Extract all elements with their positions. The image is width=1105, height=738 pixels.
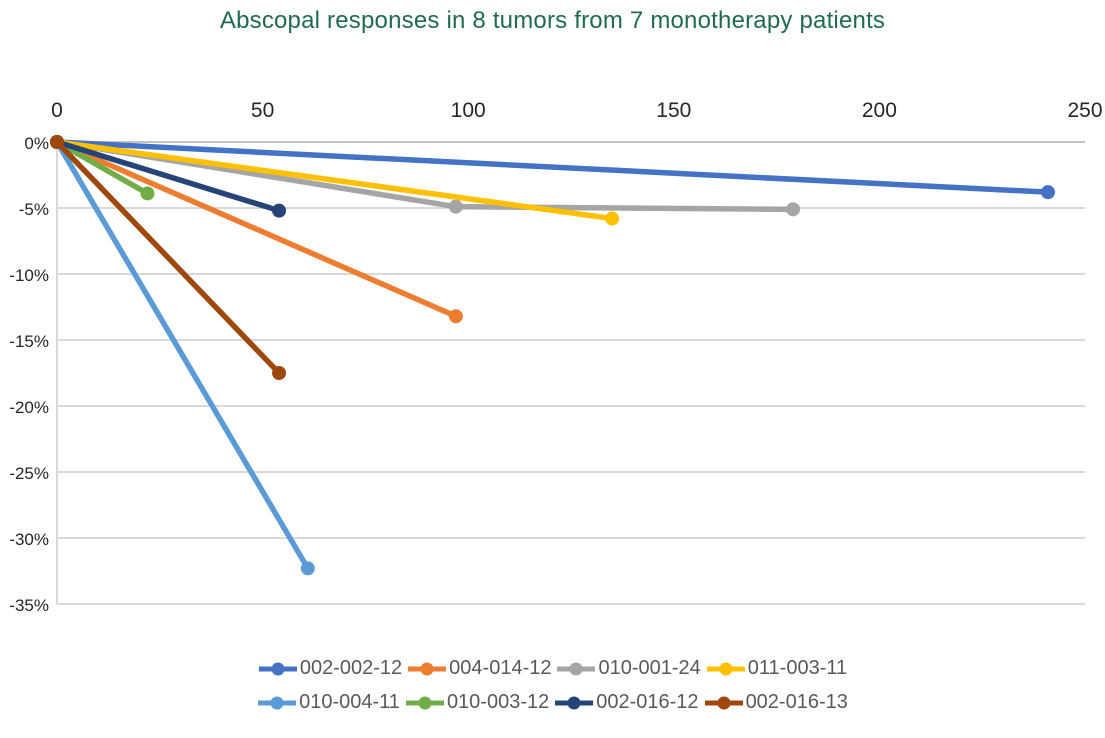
x-tick-label: 150 <box>656 99 691 122</box>
data-point-marker-002-002-12 <box>1040 185 1055 200</box>
series-line-002-016-12 <box>54 139 282 214</box>
legend-line-marker-icon <box>408 662 447 675</box>
legend-label: 010-003-12 <box>446 691 550 713</box>
data-point-marker-004-014-12 <box>448 309 463 324</box>
legend-label: 004-014-12 <box>449 657 552 679</box>
legend-item-004-014-12: 004-014-12 <box>407 657 551 680</box>
y-tick-label: -20% <box>9 398 49 417</box>
x-tick-label: 50 <box>251 99 274 122</box>
legend-line-marker-icon <box>706 662 745 675</box>
legend-label: 002-016-12 <box>596 691 699 713</box>
legend-label: 002-002-12 <box>299 657 403 679</box>
x-tick-label: 250 <box>1067 99 1102 122</box>
y-tick-label: -25% <box>9 464 49 483</box>
data-point-marker-002-016-12 <box>272 203 287 218</box>
legend-line-marker-icon <box>557 662 596 675</box>
y-tick-label: -5% <box>19 200 49 219</box>
series-line-011-003-11 <box>54 139 615 222</box>
legend-label: 011-003-11 <box>747 657 848 679</box>
series-line-004-014-12 <box>54 139 459 319</box>
legend-row: 002-002-12 004-014-12 010-001-24 011-003-11 <box>258 657 847 680</box>
y-tick-label: -15% <box>9 332 49 351</box>
chart-title: Abscopal responses in 8 tumors from 7 mo… <box>219 7 886 34</box>
data-point-marker-002-016-13 <box>50 135 64 149</box>
data-point-marker-002-016-13 <box>272 366 287 380</box>
legend-line-marker-icon <box>258 662 297 675</box>
series-line-010-004-11 <box>54 139 311 572</box>
series-line-002-016-13 <box>54 139 282 376</box>
legend-label: 010-004-11 <box>299 691 400 713</box>
legend-item-010-003-12: 010-003-12 <box>405 691 549 714</box>
legend-item-002-016-13: 002-016-13 <box>704 691 848 714</box>
legend-item-002-002-12: 002-002-12 <box>258 657 402 680</box>
legend-item-011-003-11: 011-003-11 <box>706 657 847 680</box>
x-tick-label: 0 <box>51 99 63 122</box>
x-tick-label: 100 <box>451 99 486 122</box>
y-tick-label: -30% <box>9 530 49 549</box>
legend-label: 002-016-13 <box>745 691 848 713</box>
legend-line-marker-icon <box>555 696 594 709</box>
y-tick-label: -10% <box>9 266 49 285</box>
legend-item-010-001-24: 010-001-24 <box>556 657 701 680</box>
y-tick-label: 0% <box>24 134 49 153</box>
legend-label: 010-001-24 <box>598 657 701 679</box>
data-point-marker-010-001-24 <box>786 202 801 217</box>
chart-legend: 002-002-12 004-014-12 010-001-24 011-003-11… <box>0 657 1105 714</box>
legend-item-010-004-11: 010-004-11 <box>257 691 400 714</box>
data-point-marker-010-003-12 <box>140 186 155 201</box>
data-point-marker-010-001-24 <box>448 199 463 214</box>
legend-line-marker-icon <box>405 696 444 709</box>
legend-line-marker-icon <box>704 696 743 709</box>
x-tick-label: 200 <box>862 99 897 122</box>
data-point-marker-011-003-11 <box>605 211 620 226</box>
legend-line-marker-icon <box>258 696 297 709</box>
series-line-002-002-12 <box>54 139 1051 195</box>
legend-row: 010-004-11 010-003-12 002-016-12 002-016-13 <box>257 691 848 714</box>
legend-item-002-016-12: 002-016-12 <box>554 691 699 714</box>
data-point-marker-010-004-11 <box>300 561 315 576</box>
series-line-010-003-12 <box>54 139 151 197</box>
y-tick-label: -35% <box>9 596 49 615</box>
